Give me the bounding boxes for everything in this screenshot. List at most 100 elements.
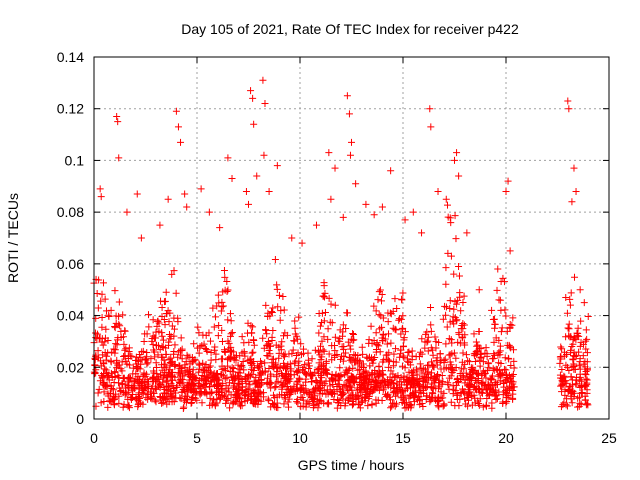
x-tick-label: 20	[498, 430, 514, 446]
data-point	[94, 304, 102, 312]
data-point	[325, 400, 333, 408]
data-point	[398, 295, 406, 303]
data-point	[401, 216, 409, 224]
data-point	[490, 389, 498, 397]
data-point	[510, 357, 518, 365]
data-point	[135, 391, 143, 399]
data-point	[323, 370, 331, 378]
data-point	[115, 312, 123, 320]
data-point	[455, 262, 463, 270]
data-point	[93, 289, 101, 297]
data-point	[441, 355, 449, 363]
data-point	[320, 347, 328, 355]
data-point	[345, 379, 353, 387]
data-point	[458, 334, 466, 342]
data-point	[160, 316, 168, 324]
data-point	[476, 362, 484, 370]
data-point	[150, 369, 158, 377]
data-point	[294, 377, 302, 385]
data-point	[424, 376, 432, 384]
data-point	[113, 336, 121, 344]
data-point	[380, 377, 388, 385]
data-point	[391, 295, 399, 303]
data-point	[147, 394, 155, 402]
data-point	[496, 342, 504, 350]
data-point	[206, 390, 214, 398]
data-point	[339, 213, 347, 221]
data-point	[247, 87, 255, 95]
data-point	[189, 366, 197, 374]
data-point	[162, 350, 170, 358]
data-point	[439, 402, 447, 410]
data-point	[356, 404, 364, 412]
data-point	[376, 286, 384, 294]
data-point	[302, 387, 310, 395]
data-point	[372, 307, 380, 315]
data-point	[365, 339, 373, 347]
data-point	[230, 365, 238, 373]
data-point	[370, 302, 378, 310]
data-point	[92, 314, 100, 322]
data-point	[574, 403, 582, 411]
data-point	[479, 403, 487, 411]
data-point	[399, 387, 407, 395]
data-point	[97, 399, 105, 407]
data-point	[446, 297, 454, 305]
data-point	[177, 351, 185, 359]
data-point	[434, 384, 442, 392]
data-point	[482, 382, 490, 390]
data-point	[344, 338, 352, 346]
data-point	[137, 234, 145, 242]
data-point	[415, 393, 423, 401]
data-point	[446, 214, 454, 222]
data-point	[584, 313, 592, 321]
data-point	[160, 371, 168, 379]
data-point	[118, 380, 126, 388]
data-point	[102, 307, 110, 315]
data-point	[487, 375, 495, 383]
data-point	[261, 368, 269, 376]
data-point	[178, 355, 186, 363]
data-point	[429, 351, 437, 359]
data-point	[172, 107, 180, 115]
data-point	[151, 384, 159, 392]
data-point	[471, 385, 479, 393]
data-point	[115, 154, 123, 162]
data-point	[317, 342, 325, 350]
data-point	[117, 365, 125, 373]
data-point	[249, 336, 257, 344]
data-point	[475, 401, 483, 409]
data-point	[439, 378, 447, 386]
data-point	[217, 394, 225, 402]
data-point	[310, 401, 318, 409]
data-point	[461, 360, 469, 368]
data-point	[442, 303, 450, 311]
data-point	[188, 379, 196, 387]
data-point	[348, 391, 356, 399]
data-point	[387, 404, 395, 412]
data-point	[578, 389, 586, 397]
data-point	[462, 369, 470, 377]
data-point	[162, 288, 170, 296]
data-point	[509, 387, 517, 395]
data-point	[222, 366, 230, 374]
data-point	[349, 329, 357, 337]
data-point	[195, 349, 203, 357]
data-point	[347, 345, 355, 353]
data-point	[201, 345, 209, 353]
data-point	[566, 301, 574, 309]
data-point	[392, 358, 400, 366]
data-point	[405, 348, 413, 356]
data-point	[305, 365, 313, 373]
data-point	[262, 326, 270, 334]
data-point	[280, 332, 288, 340]
data-point	[400, 400, 408, 408]
data-point	[378, 297, 386, 305]
data-point	[364, 402, 372, 410]
data-point	[366, 386, 374, 394]
data-point	[103, 372, 111, 380]
data-point	[209, 396, 217, 404]
data-point	[376, 348, 384, 356]
data-point	[506, 343, 514, 351]
data-point	[428, 369, 436, 377]
